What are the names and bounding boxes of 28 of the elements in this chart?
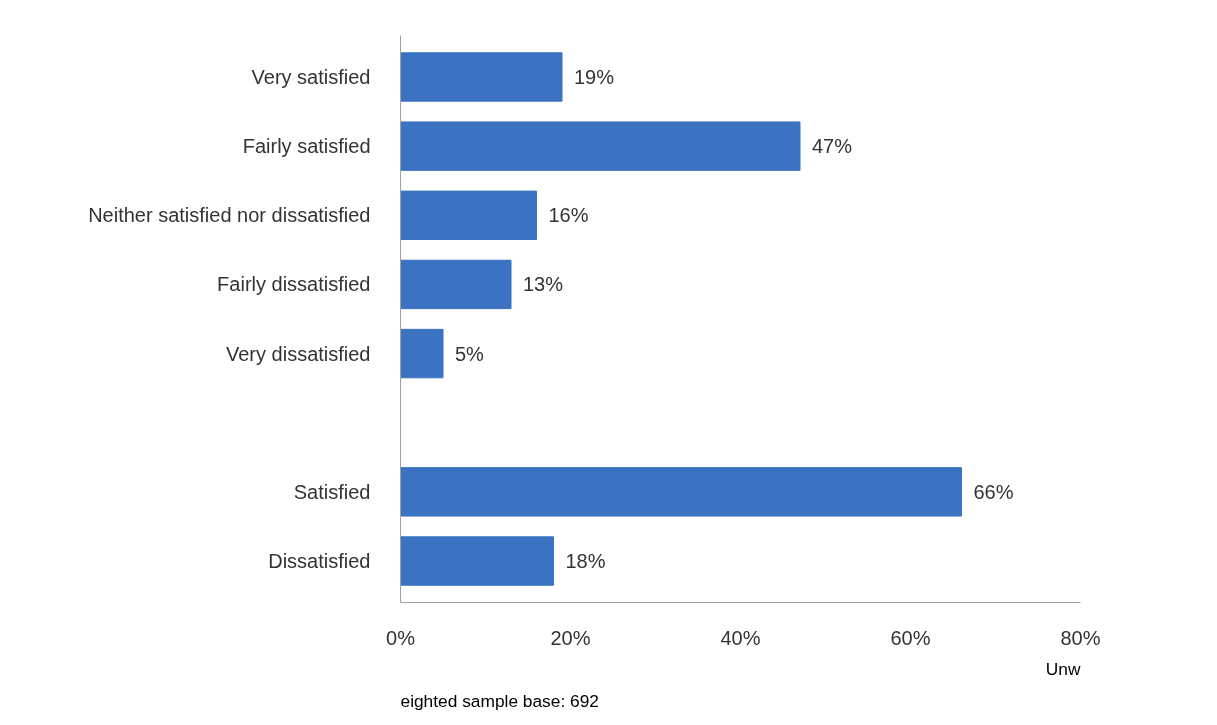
data-label: 5% [455, 342, 485, 365]
data-label: 13% [523, 273, 564, 296]
text: Unw [1045, 658, 1081, 679]
text: eighted sample base: 692 [400, 690, 599, 711]
bar [400, 536, 554, 586]
bar [400, 190, 537, 240]
bar [400, 52, 563, 102]
data-label: 18% [565, 550, 606, 573]
x-tick-label: 60% [890, 626, 931, 649]
y-tick-label: Very satisfied [251, 65, 371, 88]
data-label: 47% [812, 135, 853, 158]
bar [400, 259, 512, 310]
y-tick-label: Very dissatisfied [225, 342, 371, 365]
x-tick-label: 0% [386, 626, 416, 649]
bar [400, 328, 444, 379]
bar [400, 467, 962, 517]
data-label: 19% [574, 65, 615, 88]
y-tick-label: Fairly dissatisfied [217, 273, 371, 296]
y-tick-label: Satisfied [293, 480, 371, 503]
y-tick-label: Neither satisfied nor dissatisfied [88, 204, 371, 227]
y-tick-label: Fairly satisfied [242, 135, 371, 158]
x-tick-label: 40% [720, 626, 761, 649]
x-tick-label: 80% [1060, 626, 1101, 649]
bar [400, 121, 801, 171]
data-label: 16% [548, 204, 589, 227]
y-tick-label: Dissatisfied [268, 550, 371, 573]
x-tick-label: 20% [550, 626, 591, 649]
data-label: 66% [973, 480, 1014, 503]
